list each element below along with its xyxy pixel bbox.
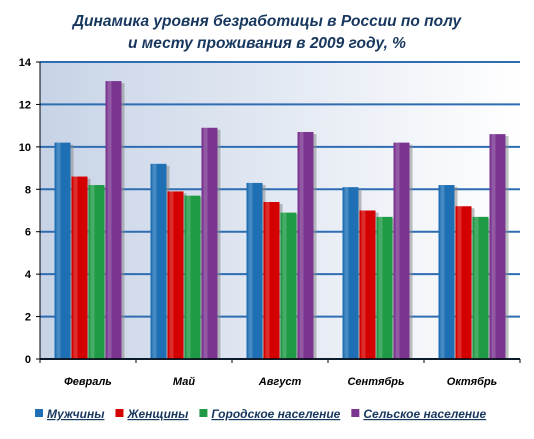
bar-4-4 — [393, 142, 410, 359]
bar-highlight — [107, 81, 112, 359]
x-tick-label: Сентябрь — [347, 376, 404, 388]
bar-highlight — [169, 191, 174, 359]
bar-4-3 — [297, 132, 314, 359]
chart-title-line-1: Динамика уровня безработицы в России по … — [71, 13, 463, 30]
bar-highlight — [282, 212, 287, 359]
bar-2-3 — [263, 202, 280, 359]
y-tick-label: 8 — [25, 184, 31, 196]
bar-2-2 — [167, 191, 184, 359]
bar-highlight — [457, 206, 462, 359]
legend-swatch — [199, 409, 208, 417]
legend-label: Мужчины — [47, 407, 105, 421]
bar-1-1 — [54, 142, 71, 359]
bar-highlight — [395, 142, 400, 359]
bar-highlight — [56, 142, 61, 359]
bar-4-2 — [201, 127, 218, 359]
bar-highlight — [203, 127, 208, 359]
y-tick-label: 6 — [25, 227, 31, 239]
legend-swatch — [35, 409, 43, 417]
bar-highlight — [152, 163, 157, 359]
bar-highlight — [361, 210, 366, 359]
y-tick-label: 12 — [19, 99, 31, 111]
bar-2-4 — [359, 210, 376, 359]
bar-2-5 — [455, 206, 472, 359]
bar-1-5 — [438, 185, 455, 359]
x-tick-label: Октябрь — [447, 376, 497, 388]
bar-highlight — [186, 195, 191, 359]
bar-highlight — [299, 132, 304, 359]
x-tick-label: Февраль — [64, 376, 112, 388]
bar-3-1 — [88, 185, 105, 359]
bar-1-4 — [342, 187, 359, 359]
y-tick-label: 2 — [25, 312, 31, 324]
x-tick-label: Май — [173, 376, 195, 388]
chart-title-line-2: и месту проживания в 2009 году, % — [128, 35, 406, 52]
legend: Мужчины Женщины Городское население Сельско… — [35, 407, 486, 421]
y-tick-label: 0 — [25, 354, 31, 366]
bar-1-2 — [150, 163, 167, 359]
bar-4-5 — [489, 134, 506, 359]
bar-3-5 — [472, 216, 489, 359]
bar-highlight — [378, 216, 383, 359]
y-tick-label: 14 — [19, 57, 32, 69]
bar-highlight — [491, 134, 496, 359]
bar-highlight — [248, 182, 253, 359]
legend-label: Сельское население — [363, 407, 486, 421]
legend-swatch — [115, 409, 124, 417]
y-tick-label: 10 — [19, 142, 31, 154]
bar-3-3 — [280, 212, 297, 359]
legend-label: Женщины — [126, 407, 189, 421]
legend-swatch — [351, 409, 360, 417]
legend-label: Городское население — [211, 407, 340, 421]
bar-highlight — [90, 185, 95, 359]
bar-highlight — [73, 176, 78, 359]
bar-2-1 — [71, 176, 88, 359]
bar-highlight — [265, 202, 270, 359]
bar-4-1 — [105, 81, 122, 359]
bar-highlight — [344, 187, 349, 359]
plot-area: 0 2 4 6 8 10 12 14 Февраль Май Август Сентябрь Октяб… — [19, 57, 521, 388]
bar-highlight — [440, 185, 445, 359]
bar-highlight — [474, 216, 479, 359]
x-tick-label: Август — [258, 376, 302, 388]
y-tick-label: 4 — [25, 269, 32, 281]
bar-3-4 — [376, 216, 393, 359]
bar-1-3 — [246, 182, 263, 359]
bar-3-2 — [184, 195, 201, 359]
